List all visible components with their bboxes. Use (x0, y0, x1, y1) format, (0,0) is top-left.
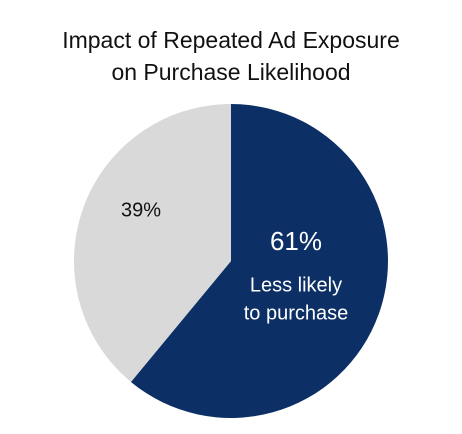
pie-slice-1-value-label: 61% (270, 226, 322, 256)
pie-slice-2-value-label: 39% (121, 199, 161, 221)
chart-title-line-2: on Purchase Likelihood (111, 59, 351, 85)
pie-slice-1 (130, 104, 388, 418)
pie-slice-1-description-line-2: to purchase (244, 302, 349, 324)
chart-title: Impact of Repeated Ad Exposure on Purcha… (0, 24, 462, 88)
pie-slice-2 (73, 103, 232, 382)
pie-slice-1-description-line-1: Less likely (250, 274, 342, 296)
chart-title-line-1: Impact of Repeated Ad Exposure (62, 27, 400, 53)
